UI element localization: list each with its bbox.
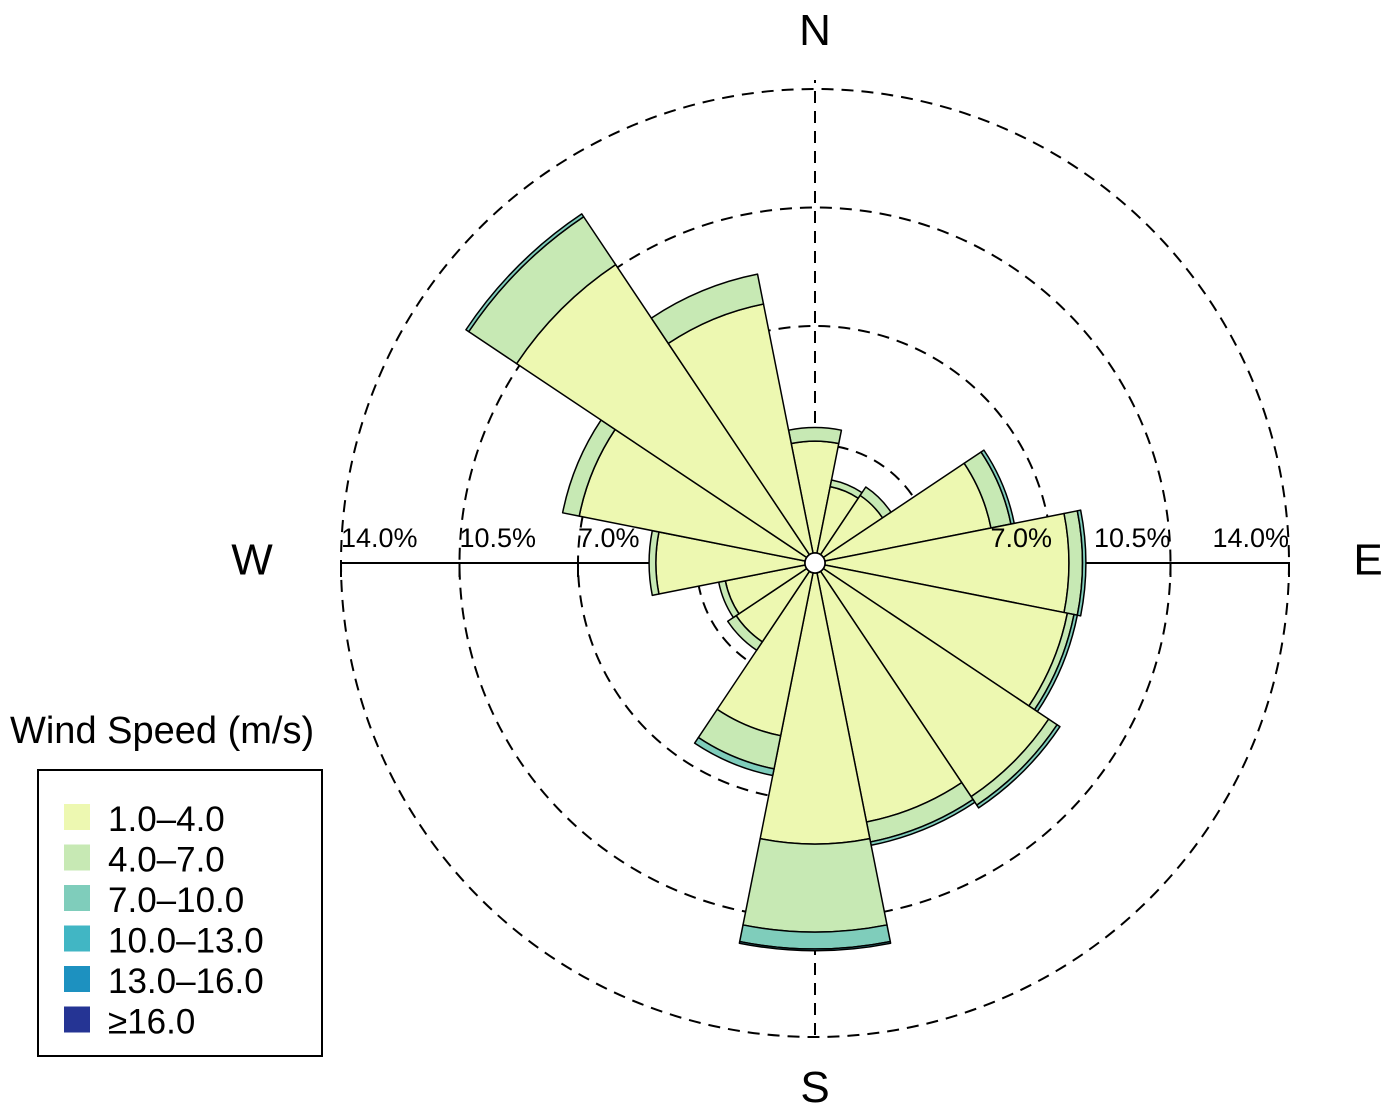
legend-label-3: 7.0–10.0 bbox=[108, 881, 244, 920]
legend-label-2: 4.0–7.0 bbox=[108, 841, 225, 880]
ring-label-east-1: 7.0% bbox=[990, 523, 1052, 553]
petal-nw-bin-3 bbox=[465, 213, 585, 333]
legend-swatch-2 bbox=[64, 844, 90, 871]
petal-n-bin-2 bbox=[787, 426, 843, 445]
compass-north: N bbox=[799, 6, 831, 55]
wind-petals bbox=[465, 213, 1087, 952]
legend-label-5: 13.0–16.0 bbox=[108, 962, 264, 1001]
ring-labels: 7.0% 7.0% 10.5% 10.5% 14.0% 14.0% bbox=[341, 523, 1289, 553]
petal-sw-bin-2 bbox=[726, 614, 764, 652]
compass-south: S bbox=[800, 1063, 829, 1110]
legend-swatch-5 bbox=[64, 966, 90, 992]
legend-label-1: 1.0–4.0 bbox=[108, 800, 225, 839]
compass-east: E bbox=[1353, 536, 1382, 585]
petal-se-bin-3 bbox=[976, 724, 1061, 809]
legend-swatch-1 bbox=[64, 804, 90, 830]
legend-box bbox=[37, 769, 323, 1057]
legend-items: 1.0–4.04.0–7.07.0–10.010.0–13.013.0–16.0… bbox=[64, 800, 264, 1042]
legend-swatch-3 bbox=[64, 885, 90, 911]
ring-label-east-2: 10.5% bbox=[1094, 523, 1171, 553]
ring-label-west-3: 14.0% bbox=[341, 523, 418, 553]
petal-ssw-bin-3 bbox=[693, 736, 775, 777]
ring-label-east-3: 14.0% bbox=[1212, 523, 1289, 553]
petal-e-bin-3 bbox=[1076, 509, 1087, 617]
petal-s-bin-2 bbox=[742, 837, 888, 933]
ring-label-west-2: 10.5% bbox=[460, 523, 537, 553]
legend-title: Wind Speed (m/s) bbox=[10, 710, 314, 752]
compass-west: W bbox=[231, 536, 273, 585]
ring-label-west-1: 7.0% bbox=[578, 523, 640, 553]
legend-label-4: 10.0–13.0 bbox=[108, 922, 264, 961]
petal-s-bin-4 bbox=[738, 940, 892, 952]
calm-circle bbox=[804, 552, 826, 574]
legend-label-6: ≥16.0 bbox=[108, 1003, 195, 1042]
legend-swatch-4 bbox=[64, 925, 90, 952]
petal-nnw-bin-2 bbox=[650, 273, 765, 345]
legend-swatch-6 bbox=[64, 1006, 90, 1033]
